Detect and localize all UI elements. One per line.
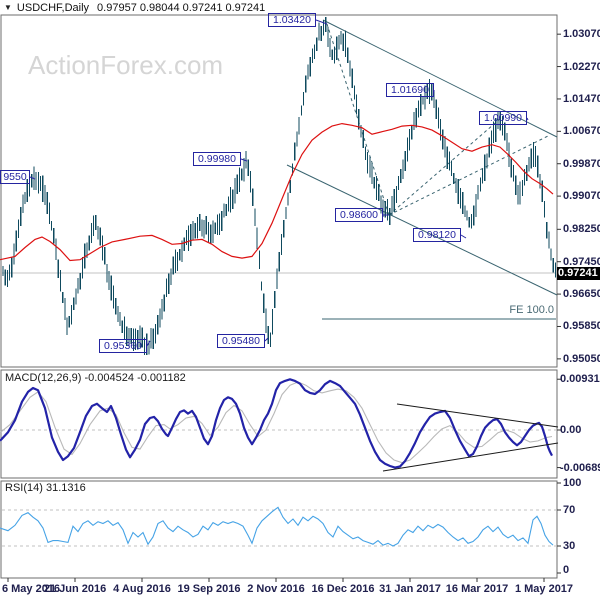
chart-title: ▼ USDCHF,Daily 0.97957 0.98044 0.97241 0.9… (4, 2, 265, 14)
main-panel-content (0, 17, 558, 355)
callout-connector (240, 158, 248, 162)
macd-wedge-line-1 (396, 403, 559, 428)
trendline-2 (286, 164, 558, 296)
macd-axis-label: -0.006894 (560, 461, 600, 474)
trendline-1 (322, 19, 558, 138)
date-axis-label: 21 Jun 2016 (43, 583, 107, 595)
macd-panel-content (0, 378, 559, 472)
date-axis-label: 2 Nov 2016 (247, 583, 305, 595)
price-axis-label: 0.97450 (563, 255, 600, 268)
price-axis-label: 1.02270 (563, 60, 600, 73)
macd-wedge-line-2 (382, 442, 559, 472)
macd-axis-label: 0.00 (560, 424, 582, 436)
rsi-panel[interactable] (0, 480, 558, 579)
price-callout: 1.01690 (386, 83, 434, 97)
rsi-indicator-label: RSI(14) 31.1316 (5, 482, 86, 494)
price-callout: 1.03420 (268, 13, 316, 27)
price-axis-label: 0.96650 (563, 288, 600, 301)
current-price-tag: 0.97241 (557, 267, 600, 280)
price-axis-label: 0.99070 (563, 190, 600, 203)
watermark: ActionForex.com (28, 50, 224, 80)
date-axis-label: 4 Aug 2016 (113, 583, 171, 595)
price-callout: 0.99980 (193, 152, 241, 166)
price-callout: 1.00990 (479, 111, 527, 125)
callout-connector (526, 117, 529, 121)
price-axis-label: 1.03070 (563, 28, 600, 41)
callout-connector (460, 234, 467, 239)
main-price-panel[interactable] (0, 14, 558, 368)
axis-ticks (7, 33, 561, 582)
ohlc-values: 0.97957 0.98044 0.97241 0.97241 (97, 2, 266, 14)
callout-connector (264, 337, 269, 342)
rsi-axis-label: 70 (563, 504, 576, 516)
date-axis-label: 16 Dec 2016 (311, 583, 375, 595)
symbol-period-label: USDCHF,Daily (16, 2, 90, 14)
price-axis-label: 0.98250 (563, 223, 600, 236)
rsi-axis-label: 100 (563, 477, 582, 489)
symbol-dropdown-icon: ▼ (4, 3, 12, 12)
price-axis-label: 0.95050 (563, 352, 600, 365)
rsi-line (0, 506, 554, 547)
price-axis-label: 0.95850 (563, 320, 600, 333)
price-axis-label: 1.01470 (563, 92, 600, 105)
price-callout: 0.95360 (99, 339, 147, 353)
rsi-axis-label: 30 (563, 540, 576, 552)
macd-indicator-label: MACD(12,26,9) -0.004524 -0.001182 (5, 372, 186, 384)
callout-connector (146, 340, 151, 347)
rsi-panel-content (0, 506, 556, 547)
price-callout: 0.95480 (217, 334, 265, 348)
callout-connector (315, 19, 328, 25)
price-axis-label: 0.99870 (563, 157, 600, 170)
callout-connector (29, 176, 36, 180)
date-axis-label: 31 Jan 2017 (379, 583, 441, 595)
price-callout: 0.98600 (335, 208, 383, 222)
macd-axis-label: 0.009318 (560, 373, 600, 386)
date-axis-label: 6 May 2016 (1, 583, 61, 595)
price-callout: 9550 (0, 170, 30, 184)
date-axis-label: 19 Sep 2016 (177, 583, 241, 595)
dashed-projection-2 (388, 117, 502, 216)
macd-main-line (0, 378, 553, 469)
fibonacci-extension-label: FE 100.0 (509, 304, 554, 316)
price-callout: 0.98120 (413, 228, 461, 242)
rsi-axis-label: 0 (563, 564, 570, 576)
price-axis-label: 1.00670 (563, 125, 600, 138)
date-axis-label: 1 May 2017 (514, 583, 574, 595)
date-axis-label: 16 Mar 2017 (445, 583, 509, 595)
macd-panel[interactable] (0, 369, 558, 479)
moving-average-line (0, 122, 554, 262)
price-bars (2, 17, 557, 355)
